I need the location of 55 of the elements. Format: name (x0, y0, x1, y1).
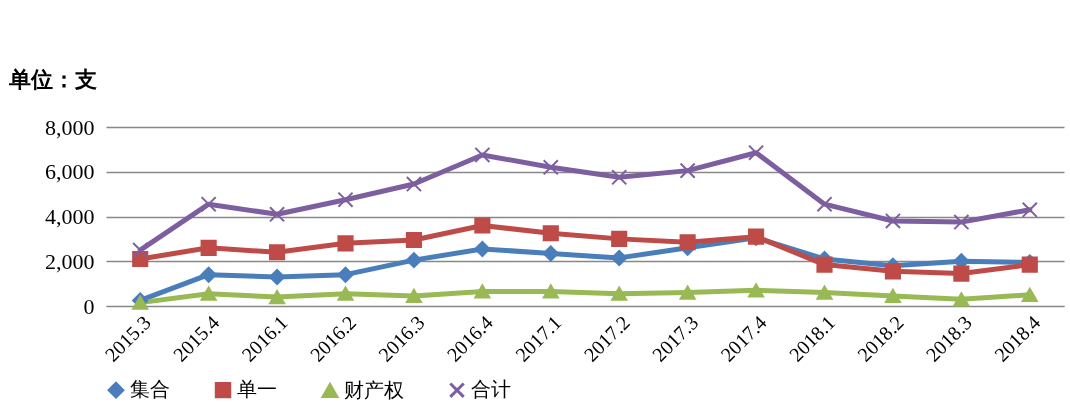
point (200, 196, 217, 213)
legend-label: 集合 (130, 378, 170, 401)
point (953, 265, 970, 282)
point (474, 240, 491, 258)
legend-label: 财产权 (344, 378, 404, 401)
point (748, 283, 765, 298)
point (679, 162, 696, 179)
point (269, 206, 286, 223)
y-tick-label: 6,000 (45, 159, 95, 185)
point (337, 266, 354, 283)
point (953, 292, 970, 307)
point (474, 284, 491, 299)
point (337, 286, 354, 301)
point (405, 288, 422, 304)
point (679, 285, 696, 300)
point (542, 159, 559, 176)
point (200, 239, 217, 256)
point (611, 249, 628, 266)
legend-label: 单一 (237, 378, 277, 401)
point (1021, 287, 1038, 302)
point (269, 244, 286, 261)
point (884, 212, 901, 230)
legend-label: 合计 (471, 378, 511, 401)
point (337, 191, 354, 208)
point (611, 230, 628, 247)
point (405, 175, 422, 193)
point (542, 225, 559, 242)
point (542, 284, 559, 299)
y-tick-label: 8,000 (45, 114, 95, 140)
point (953, 214, 970, 231)
point (200, 286, 217, 301)
point (816, 256, 833, 273)
point (337, 235, 354, 252)
point (748, 144, 765, 161)
point (816, 285, 833, 300)
y-tick-label: 2,000 (45, 248, 95, 274)
point (611, 169, 628, 186)
point (405, 231, 422, 249)
point (611, 286, 628, 301)
point (474, 146, 491, 164)
point (884, 263, 901, 280)
point (269, 268, 286, 285)
y-axis-title: 单位：支 (7, 66, 97, 92)
point (474, 217, 491, 234)
y-tick-label: 4,000 (45, 204, 95, 229)
point (405, 252, 422, 269)
point (816, 196, 833, 213)
point (200, 266, 217, 283)
point (679, 234, 696, 251)
point (1021, 201, 1038, 218)
point (132, 241, 149, 259)
y-tick-label: 0 (83, 293, 95, 319)
point (884, 288, 901, 304)
point (542, 245, 559, 262)
point (269, 289, 286, 305)
